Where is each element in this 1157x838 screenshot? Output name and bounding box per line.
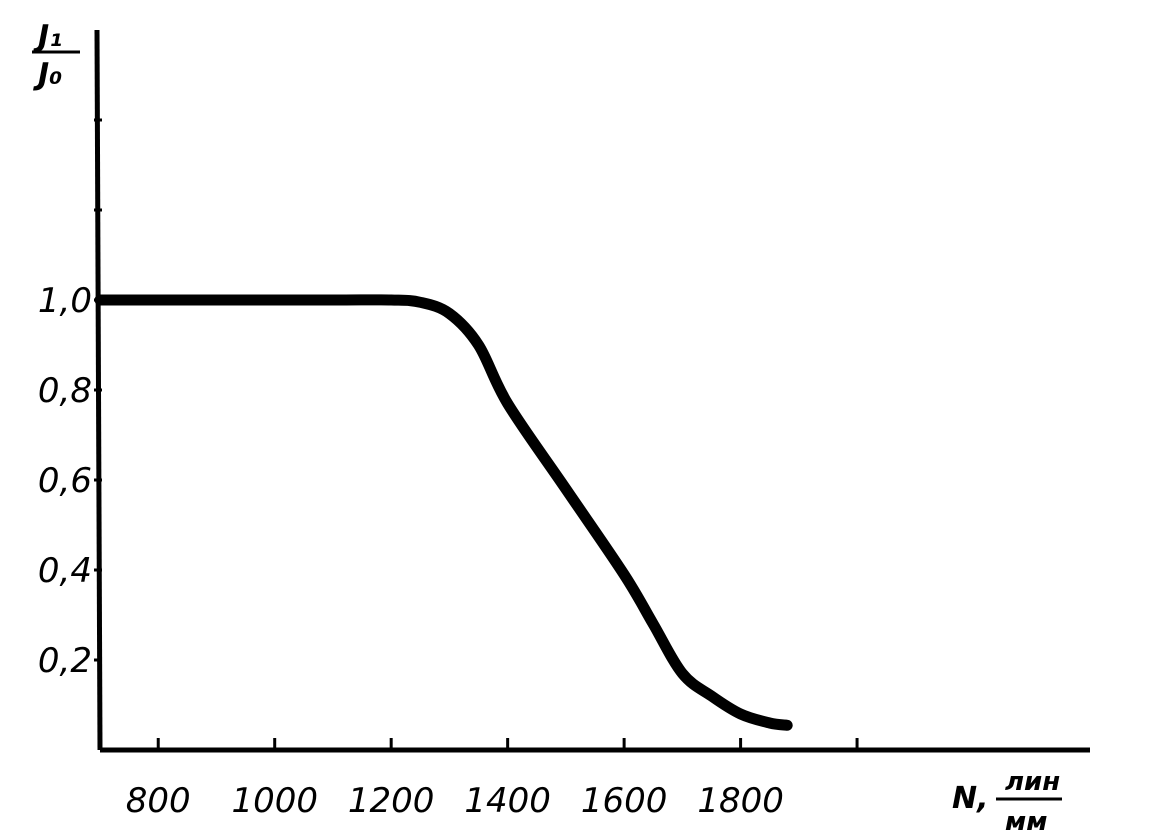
x-tick-label: 1400 — [464, 781, 551, 821]
y-axis-label-denominator: J₀ — [33, 57, 62, 92]
y-tick-label: 1,0 — [38, 281, 92, 321]
y-tick-label: 0,2 — [38, 641, 92, 681]
x-tick-label: 1600 — [581, 781, 668, 821]
y-axis-label: J₁ J₀ — [32, 19, 80, 92]
x-axis-label-unit-top: лин — [1005, 767, 1060, 797]
y-axis-label-numerator: J₁ — [33, 19, 62, 54]
x-tick-label: 1000 — [231, 781, 318, 821]
x-axis-label: N, лин мм — [952, 767, 1062, 837]
y-tick-label: 0,4 — [38, 551, 92, 591]
x-axis-label-variable: N, — [952, 781, 989, 816]
x-tick-label: 1200 — [348, 781, 435, 821]
y-tick-label: 0,6 — [38, 461, 92, 501]
ticks: 800 1000 1200 1400 1600 1800 0,2 0,4 0,6 0,8 1,0 — [38, 118, 859, 821]
x-tick-label: 800 — [126, 781, 191, 821]
axes — [94, 29, 1090, 753]
x-tick-label: 1800 — [697, 781, 784, 821]
x-axis-label-unit-bottom: мм — [1005, 807, 1048, 837]
series-layer — [94, 294, 793, 731]
series-line — [94, 294, 793, 731]
y-tick-label: 0,8 — [38, 371, 92, 411]
